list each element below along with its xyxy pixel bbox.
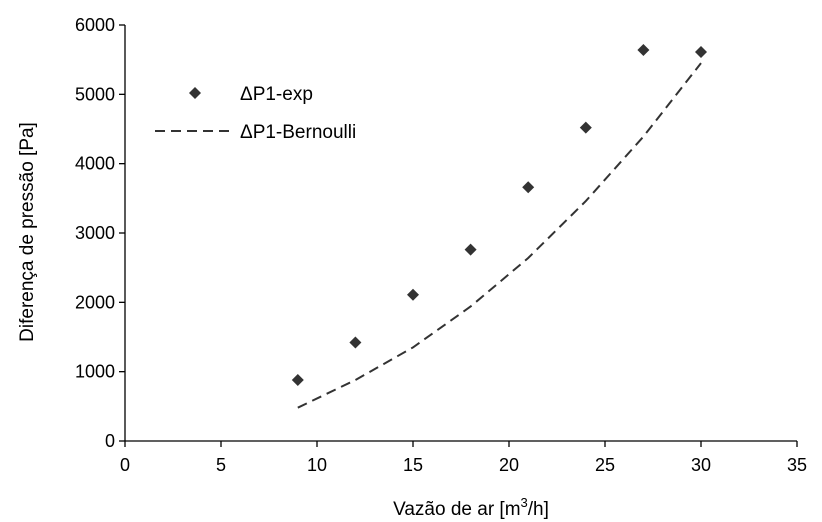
x-tick-label: 30 (691, 455, 711, 475)
data-point-exp (695, 46, 707, 59)
data-point-exp (579, 121, 592, 134)
x-tick-label: 10 (307, 455, 327, 475)
y-tick-label: 6000 (75, 15, 115, 35)
y-tick-label: 4000 (75, 154, 115, 174)
data-point-exp (407, 288, 419, 301)
x-axis-title-main: Vazão de ar [m (393, 499, 520, 520)
x-tick-label: 25 (595, 455, 615, 475)
legend: ΔP1-exp ΔP1-Bernoulli (155, 84, 356, 143)
x-axis-title-sup: 3 (521, 495, 528, 510)
y-tick-label: 0 (105, 431, 115, 451)
series-line-bernoulli (297, 62, 702, 409)
y-axis-title: Diferença de pressão [Pa] (17, 122, 38, 342)
y-tick-label: 3000 (75, 223, 115, 243)
legend-label-exp: ΔP1-exp (240, 84, 313, 105)
data-point-exp (464, 243, 477, 256)
x-axis-title: Vazão de ar [m3/h] (393, 495, 549, 520)
x-tick-label: 15 (403, 455, 423, 475)
x-axis-title-tail: /h] (528, 499, 549, 520)
data-point-exp (637, 43, 650, 56)
x-axis: 0 5 10 15 20 25 30 35 (120, 440, 807, 475)
y-axis: 0 1000 2000 3000 4000 5000 6000 (75, 15, 126, 451)
data-point-exp (522, 181, 535, 194)
legend-marker-exp (189, 87, 201, 99)
data-point-exp (349, 336, 362, 349)
y-tick-label: 1000 (75, 362, 115, 382)
x-tick-label: 5 (216, 455, 226, 475)
series-layer (291, 43, 707, 409)
x-tick-label: 0 (120, 455, 130, 475)
x-tick-label: 35 (787, 455, 807, 475)
y-tick-label: 5000 (75, 84, 115, 104)
y-tick-label: 2000 (75, 292, 115, 312)
data-point-exp (291, 373, 304, 386)
x-tick-label: 20 (499, 455, 519, 475)
legend-label-bernoulli: ΔP1-Bernoulli (240, 122, 356, 143)
